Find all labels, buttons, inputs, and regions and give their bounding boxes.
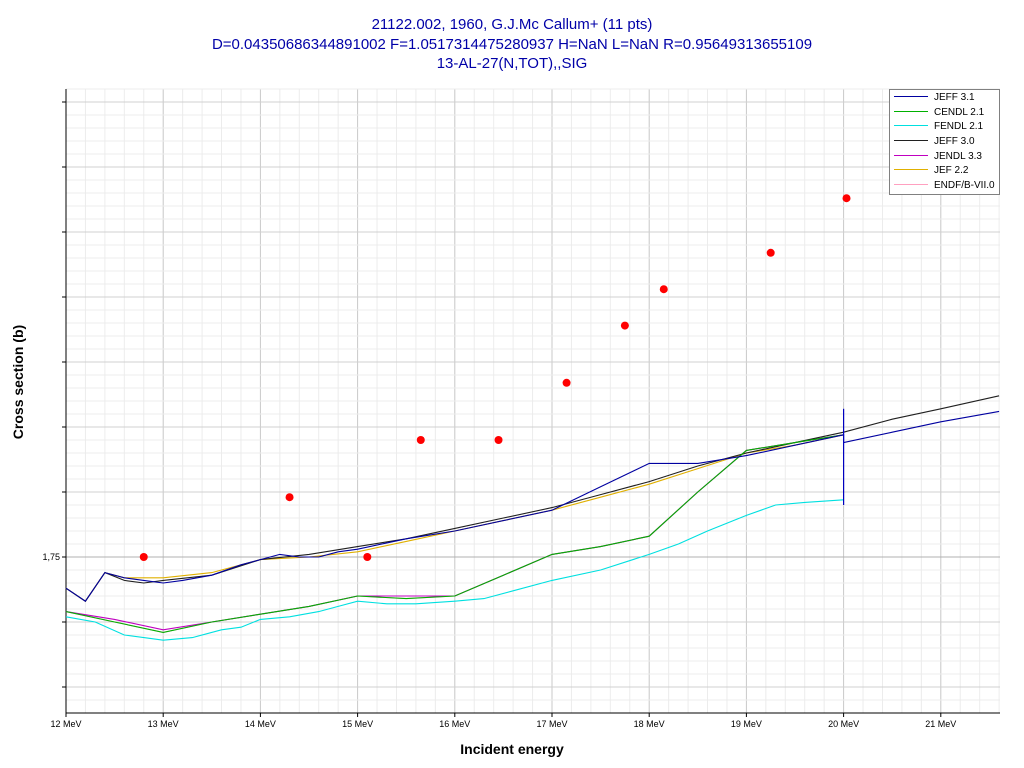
legend-swatch — [894, 140, 928, 142]
legend-label: JEFF 3.0 — [934, 136, 975, 148]
x-tick-label: 20 MeV — [828, 719, 859, 729]
legend-item: ENDF/B-VII.0 — [890, 178, 999, 193]
data-point — [620, 321, 629, 330]
data-point — [416, 436, 425, 444]
series-line-fendl-2-1 — [65, 499, 844, 641]
legend-item: CENDL 2.1 — [890, 105, 999, 120]
legend-label: CENDL 2.1 — [934, 106, 985, 118]
x-tick-label: 19 MeV — [731, 719, 762, 729]
series-line-jeff-3-0 — [65, 395, 1000, 602]
chart-title-line2: D=0.04350686344891002 F=1.05173144752809… — [211, 36, 813, 53]
plot-ticks: 12 MeV 13 MeV 14 MeV 15 MeV 16 MeV 17 MeV 18 M… — [42, 101, 956, 729]
legend-swatch — [894, 110, 928, 112]
data-point — [363, 553, 372, 561]
series-line-cendl-2-1 — [65, 434, 844, 633]
legend-item: JENDL 3.3 — [890, 149, 999, 164]
plot-axes — [65, 89, 1000, 714]
plot-series — [65, 395, 1000, 641]
legend-label: JENDL 3.3 — [934, 150, 982, 162]
chart-legend: JEFF 3.1 CENDL 2.1 FENDL 2.1 JEFF 3.0 JENDL … — [889, 89, 1000, 195]
x-tick-label: 17 MeV — [536, 719, 567, 729]
data-point — [842, 194, 851, 203]
legend-item: JEFF 3.0 — [890, 134, 999, 149]
data-point — [562, 378, 571, 387]
chart-title-line3: 13-AL-27(N,TOT),,SIG — [436, 55, 588, 72]
series-line-jeff-3-1 — [65, 410, 1000, 602]
y-axis-label: Cross section (b) — [10, 324, 26, 440]
x-tick-label: 21 MeV — [925, 719, 956, 729]
legend-swatch — [894, 169, 928, 171]
x-tick-label: 18 MeV — [634, 719, 665, 729]
legend-label: JEF 2.2 — [934, 165, 969, 177]
plot-points — [139, 194, 851, 561]
legend-label: FENDL 2.1 — [934, 121, 984, 133]
legend-label: JEFF 3.1 — [934, 92, 975, 103]
legend-label: ENDF/B-VII.0 — [934, 180, 995, 192]
x-tick-label: 16 MeV — [439, 719, 470, 729]
x-axis-label: Incident energy — [460, 741, 564, 757]
legend-item: JEFF 3.1 — [890, 90, 999, 105]
legend-swatch — [894, 154, 928, 156]
x-tick-label: 15 MeV — [342, 719, 373, 729]
data-point — [285, 493, 294, 502]
data-point — [139, 553, 148, 561]
x-tick-label: 14 MeV — [245, 719, 276, 729]
x-tick-label: 13 MeV — [148, 719, 179, 729]
legend-swatch — [894, 96, 928, 97]
data-point — [766, 248, 775, 257]
plot-grid — [65, 88, 1000, 713]
y-tick-label: 1,75 — [42, 552, 60, 562]
legend-swatch — [894, 184, 928, 186]
data-point — [659, 285, 668, 294]
legend-item: FENDL 2.1 — [890, 119, 999, 134]
x-tick-label: 12 MeV — [50, 719, 81, 729]
chart-title-line1: 21122.002, 1960, G.J.Mc Callum+ (11 pts) — [371, 16, 653, 33]
legend-swatch — [894, 125, 928, 127]
legend-item: JEF 2.2 — [890, 163, 999, 178]
data-point — [494, 436, 503, 444]
